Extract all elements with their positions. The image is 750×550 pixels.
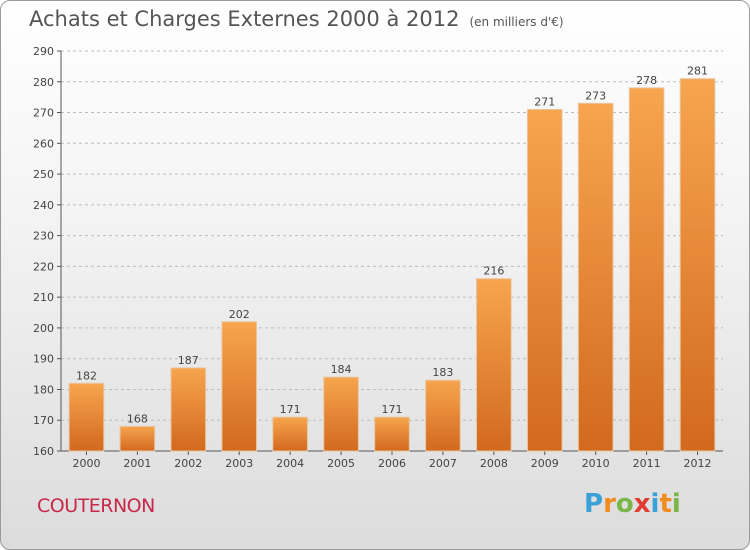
- y-tick-label: 160: [33, 445, 54, 458]
- bar-value-label: 171: [382, 403, 403, 416]
- bar-value-label: 183: [432, 366, 453, 379]
- x-tick-label: 2003: [225, 457, 253, 470]
- logo-letter: t: [659, 489, 672, 519]
- x-tick-label: 2000: [72, 457, 100, 470]
- y-tick-label: 260: [33, 137, 54, 150]
- bar-value-label: 184: [331, 363, 352, 376]
- bar: [425, 379, 461, 452]
- x-tick-label: 2001: [123, 457, 151, 470]
- bar-value-label: 271: [534, 95, 555, 108]
- bar: [272, 416, 308, 452]
- x-tick-label: 2007: [429, 457, 457, 470]
- bar-value-label: 171: [280, 403, 301, 416]
- bar: [628, 87, 665, 452]
- y-tick-label: 290: [33, 45, 54, 58]
- x-tick-label: 2005: [327, 457, 355, 470]
- logo-letter: o: [615, 489, 634, 519]
- y-tick-label: 270: [33, 107, 54, 120]
- x-tick-label: 2008: [480, 457, 508, 470]
- logo-letter: i: [671, 489, 681, 519]
- logo-letter: P: [584, 489, 604, 519]
- bar-value-label: 187: [178, 354, 199, 367]
- y-tick-label: 180: [33, 383, 54, 396]
- x-tick-label: 2012: [684, 457, 712, 470]
- x-tick-label: 2010: [582, 457, 610, 470]
- x-tick-label: 2011: [633, 457, 661, 470]
- bar-value-label: 216: [483, 265, 504, 278]
- chart-unit: (en milliers d'€): [469, 15, 564, 29]
- axes: [57, 50, 723, 455]
- bar: [68, 382, 105, 452]
- x-tick-label: 2009: [531, 457, 559, 470]
- bar: [374, 416, 410, 452]
- proxiti-logo[interactable]: Proxiti: [584, 489, 681, 519]
- y-tick-label: 280: [33, 76, 54, 89]
- bar-value-label: 278: [636, 74, 657, 87]
- y-tick-label: 240: [33, 199, 54, 212]
- bar: [526, 108, 563, 452]
- logo-letter: r: [603, 489, 616, 519]
- bars: [68, 78, 716, 452]
- bar: [119, 425, 156, 452]
- y-tick-label: 200: [33, 322, 54, 335]
- y-tick-label: 170: [33, 414, 54, 427]
- bar-value-label: 273: [585, 89, 606, 102]
- bar: [323, 376, 359, 452]
- y-tick-label: 210: [33, 291, 54, 304]
- grid-lines: [61, 50, 723, 452]
- x-tick-label: 2004: [276, 457, 304, 470]
- labels: 160 170 180 190 200 210 220 230 240 250 260 270 280 2…: [33, 45, 712, 470]
- y-tick-label: 220: [33, 260, 54, 273]
- bar: [221, 321, 258, 452]
- x-tick-label: 2006: [378, 457, 406, 470]
- bar: [170, 367, 207, 452]
- bar: [577, 102, 614, 452]
- x-tick-label: 2002: [174, 457, 202, 470]
- chart-title: Achats et Charges Externes 2000 à 2012 (e…: [29, 7, 564, 31]
- bar-value-label: 202: [229, 308, 250, 321]
- bar: [476, 278, 512, 452]
- y-tick-label: 190: [33, 353, 54, 366]
- y-tick-label: 250: [33, 168, 54, 181]
- bar: [679, 78, 716, 452]
- logo-letter: x: [633, 489, 651, 519]
- chart-title-text: Achats et Charges Externes 2000 à 2012: [29, 7, 460, 31]
- y-tick-label: 230: [33, 230, 54, 243]
- bar-value-label: 182: [76, 369, 97, 382]
- bar-value-label: 281: [687, 65, 708, 78]
- bar-value-label: 168: [127, 412, 148, 425]
- logo-letter: i: [650, 489, 660, 519]
- commune-name: COUTERNON: [37, 495, 155, 517]
